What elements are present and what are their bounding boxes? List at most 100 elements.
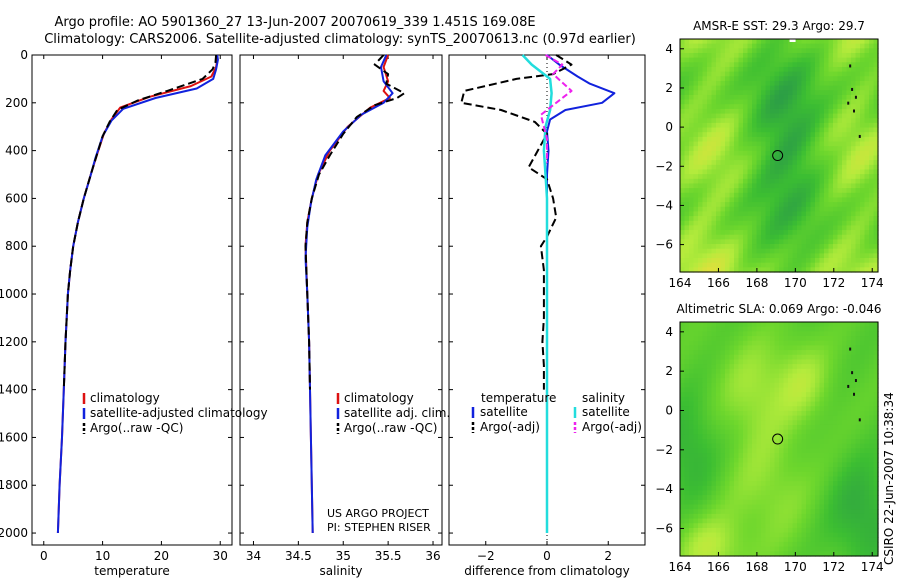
heatmap-cell: [828, 71, 834, 77]
heatmap-cell: [725, 396, 731, 403]
heatmap-cell: [846, 150, 852, 157]
heatmap-cell: [752, 197, 758, 203]
heatmap-cell: [837, 448, 843, 454]
heatmap-cell: [734, 462, 740, 468]
heatmap-cell: [729, 490, 735, 496]
heatmap-cell: [684, 499, 690, 506]
heatmap-cell: [747, 216, 753, 222]
heatmap-cell: [837, 66, 843, 73]
heatmap-cell: [698, 359, 704, 365]
heatmap-cell: [869, 523, 875, 529]
heatmap-cell: [770, 113, 776, 119]
heatmap-cell: [770, 211, 776, 217]
heatmap-cell: [797, 71, 803, 77]
heatmap-cell: [729, 118, 735, 124]
heatmap-cell: [756, 258, 762, 264]
heatmap-cell: [851, 443, 857, 449]
heatmap-cell: [689, 448, 695, 454]
heatmap-cell: [783, 457, 789, 463]
heatmap-cell: [792, 485, 798, 492]
heatmap-cell: [860, 504, 866, 510]
heatmap-cell: [747, 378, 753, 384]
heatmap-cell: [824, 495, 830, 501]
heatmap-cell: [869, 164, 875, 171]
heatmap-cell: [788, 443, 794, 449]
heatmap-cell: [738, 415, 744, 421]
heatmap-cell: [707, 108, 713, 115]
heatmap-cell: [716, 331, 722, 337]
heatmap-cell: [779, 546, 785, 552]
heatmap-cell: [815, 532, 821, 538]
heatmap-cell: [864, 90, 870, 96]
heatmap-cell: [869, 136, 875, 143]
heatmap-cell: [725, 267, 731, 273]
heatmap-cell: [684, 387, 690, 393]
heatmap-cell: [842, 336, 848, 342]
heatmap-cell: [680, 267, 686, 273]
heatmap-cell: [860, 382, 866, 389]
heatmap-cell: [842, 368, 848, 375]
heatmap-cell: [864, 532, 870, 538]
heatmap-cell: [828, 345, 834, 351]
heatmap-cell: [864, 457, 870, 463]
heatmap-cell: [792, 434, 798, 440]
heatmap-cell: [842, 541, 848, 548]
x-tick-label: 166: [707, 560, 730, 574]
heatmap-cell: [752, 146, 758, 152]
heatmap-cell: [689, 244, 695, 250]
heatmap-cell: [747, 359, 753, 365]
heatmap-cell: [851, 146, 857, 152]
heatmap-cell: [828, 462, 834, 468]
heatmap-cell: [873, 434, 879, 440]
heatmap-cell: [693, 150, 699, 157]
heatmap-cell: [716, 62, 722, 68]
heatmap-cell: [828, 401, 834, 407]
heatmap-cell: [770, 471, 776, 478]
heatmap-cell: [684, 169, 690, 175]
heatmap-cell: [684, 523, 690, 529]
heatmap-cell: [833, 225, 839, 231]
heatmap-cell: [738, 457, 744, 463]
heatmap-cell: [842, 85, 848, 91]
heatmap-cell: [729, 192, 735, 199]
heatmap-cell: [716, 164, 722, 171]
heatmap-cell: [846, 518, 852, 524]
heatmap-cell: [837, 248, 843, 254]
heatmap-cell: [702, 150, 708, 157]
heatmap-cell: [788, 481, 794, 487]
heatmap-cell: [842, 481, 848, 487]
heatmap-cell: [873, 127, 879, 133]
heatmap-cell: [725, 197, 731, 203]
heatmap-cell: [788, 99, 794, 105]
heatmap-cell: [837, 551, 843, 557]
heatmap-cell: [797, 392, 803, 398]
heatmap-cell: [684, 476, 690, 482]
heatmap-cell: [689, 230, 695, 236]
heatmap-cell: [698, 551, 704, 557]
heatmap-cell: [783, 420, 789, 426]
heatmap-cell: [824, 373, 830, 379]
heatmap-cell: [774, 197, 780, 203]
heatmap-cell: [689, 267, 695, 273]
heatmap-cell: [779, 471, 785, 478]
heatmap-cell: [810, 220, 816, 226]
heatmap-cell: [689, 504, 695, 510]
heatmap-cell: [774, 551, 780, 557]
heatmap-cell: [806, 322, 812, 328]
heatmap-cell: [693, 415, 699, 421]
heatmap-cell: [801, 490, 807, 496]
heatmap-cell: [869, 206, 875, 213]
heatmap-cell: [729, 340, 735, 346]
heatmap-cell: [869, 509, 875, 515]
map-frame: [679, 321, 879, 557]
heatmap-cell: [693, 345, 699, 351]
heatmap-cell: [851, 141, 857, 147]
heatmap-cell: [873, 415, 879, 421]
heatmap-cell: [707, 499, 713, 506]
heatmap-cell: [864, 192, 870, 199]
heatmap-cell: [873, 481, 879, 487]
heatmap-cell: [680, 169, 686, 175]
heatmap-cell: [788, 85, 794, 91]
heatmap-cell: [756, 527, 762, 534]
heatmap-cell: [707, 43, 713, 49]
